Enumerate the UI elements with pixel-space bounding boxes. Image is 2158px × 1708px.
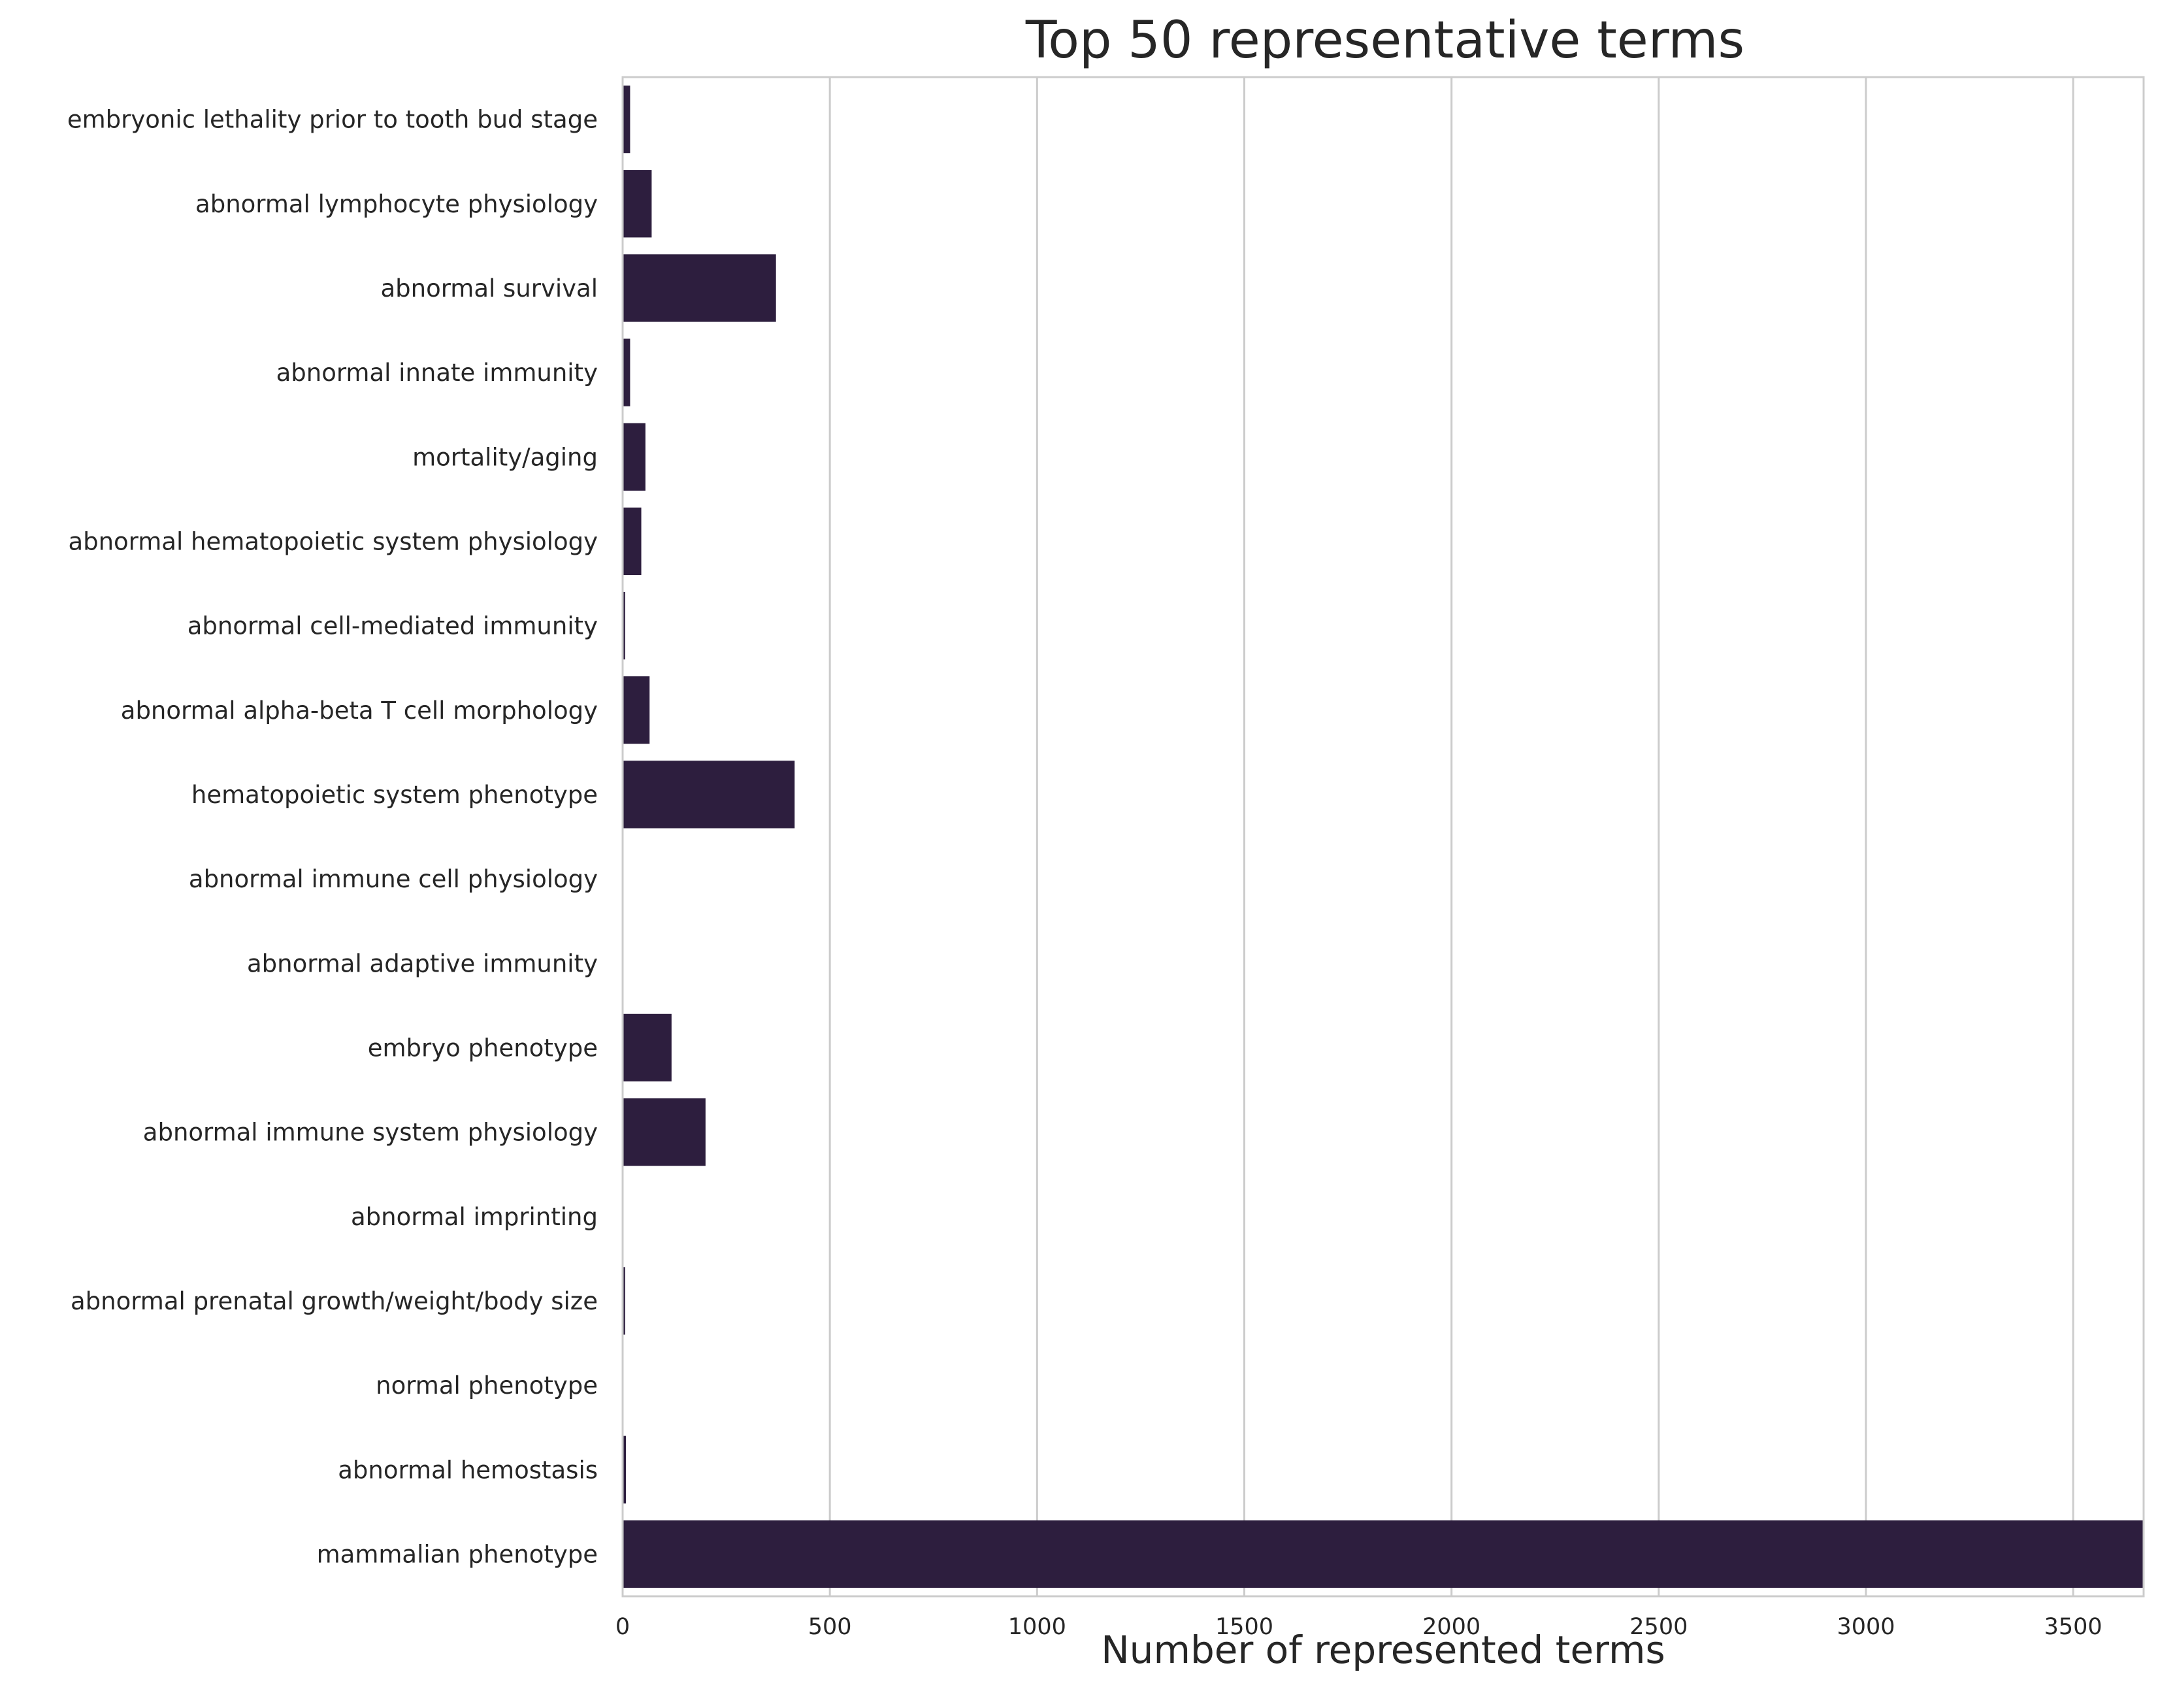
bar [623, 507, 642, 576]
y-tick-labels: embryonic lethality prior to tooth bud s… [67, 106, 598, 1569]
x-axis-label: Number of represented terms [1101, 1628, 1665, 1672]
bar [623, 338, 630, 406]
y-tick-label: abnormal immune cell physiology [189, 865, 598, 893]
y-tick-label: abnormal lymphocyte physiology [195, 190, 598, 218]
y-tick-label: normal phenotype [376, 1371, 598, 1400]
x-tick-label: 3500 [2044, 1614, 2102, 1640]
x-tick-label: 1000 [1008, 1614, 1066, 1640]
bar [623, 170, 652, 238]
y-tick-label: abnormal alpha-beta T cell morphology [121, 697, 598, 725]
bar [623, 591, 625, 660]
x-tick-label: 2500 [1629, 1614, 1688, 1640]
y-tick-label: abnormal hematopoietic system physiology [68, 527, 598, 555]
x-tick-label: 2000 [1422, 1614, 1480, 1640]
bar [623, 1520, 2144, 1588]
x-tick-label: 500 [808, 1614, 852, 1640]
y-tick-label: abnormal innate immunity [276, 359, 598, 387]
bars [623, 85, 2144, 1588]
y-tick-label: mortality/aging [412, 443, 598, 471]
plot-frame [621, 76, 2145, 1598]
y-tick-label: abnormal adaptive immunity [247, 949, 598, 977]
bar [623, 254, 776, 322]
x-tick-label: 0 [615, 1614, 630, 1640]
bar [623, 1436, 627, 1503]
x-tick-label: 1500 [1215, 1614, 1273, 1640]
bar [623, 423, 646, 491]
y-tick-label: embryonic lethality prior to tooth bud s… [67, 106, 598, 134]
bar [623, 85, 630, 154]
y-tick-label: hematopoietic system phenotype [191, 781, 598, 809]
y-tick-label: abnormal survival [380, 274, 598, 303]
bar [623, 1267, 625, 1335]
grid-lines [621, 77, 2074, 1596]
y-tick-label: abnormal cell-mediated immunity [188, 612, 598, 640]
chart-title: Top 50 representative terms [1025, 11, 1744, 70]
bar [623, 1098, 706, 1166]
y-tick-label: abnormal prenatal growth/weight/body siz… [71, 1287, 598, 1315]
y-tick-label: abnormal immune system physiology [143, 1119, 598, 1147]
bar [623, 1013, 672, 1082]
y-tick-label: mammalian phenotype [317, 1540, 598, 1568]
x-tick-label: 3000 [1837, 1614, 1895, 1640]
y-tick-label: abnormal hemostasis [338, 1456, 598, 1484]
y-tick-label: abnormal imprinting [351, 1203, 598, 1231]
y-tick-label: embryo phenotype [368, 1034, 598, 1062]
bar [623, 761, 795, 829]
bar [623, 676, 650, 744]
x-tick-labels: 0 500 1000 1500 2000 2500 3000 3500 [615, 1614, 2102, 1640]
